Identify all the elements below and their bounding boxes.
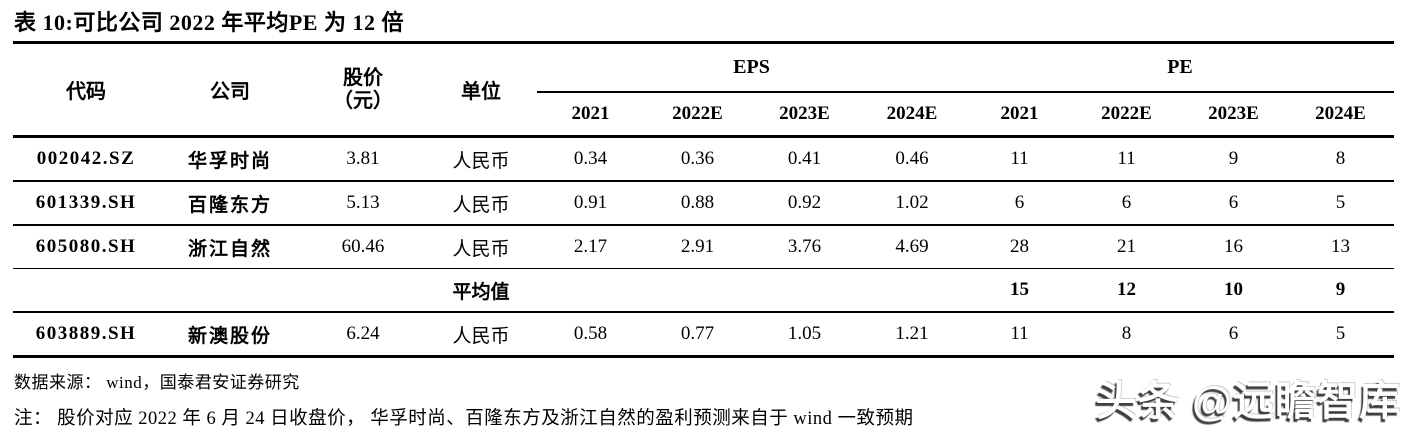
year-header-pe-2024e: 2024E	[1287, 92, 1394, 138]
data-source-text: 数据来源： wind，国泰君安证券研究	[14, 373, 300, 392]
cell-eps-2021: 0.34	[537, 136, 644, 182]
col-header-company: 公司	[159, 42, 301, 138]
price-header-line1: 股价	[343, 66, 383, 89]
cell-eps-2023e: 1.05	[751, 312, 858, 358]
cell-eps-2024e: 1.21	[858, 312, 966, 358]
cell-pe-2022e: 8	[1073, 312, 1180, 358]
cell-code: 002042.SZ	[13, 136, 159, 182]
cell-company	[159, 268, 301, 313]
cell-average-label: 平均值	[425, 268, 537, 313]
cell-price: 3.81	[301, 136, 425, 182]
cell-pe-2022e: 11	[1073, 136, 1180, 182]
cell-eps-2023e: 3.76	[751, 225, 858, 269]
cell-pe-2023e: 9	[1180, 136, 1287, 182]
cell-pe-2021: 15	[966, 268, 1073, 313]
cell-pe-2024e: 5	[1287, 312, 1394, 358]
cell-eps-2022e	[644, 268, 751, 313]
cell-pe-2022e: 21	[1073, 225, 1180, 269]
cell-eps-2021: 0.58	[537, 312, 644, 358]
cell-eps-2023e	[751, 268, 858, 313]
cell-pe-2024e: 9	[1287, 268, 1394, 313]
cell-eps-2023e: 0.41	[751, 136, 858, 182]
year-header-pe-2021: 2021	[966, 92, 1073, 138]
table-title: 表 10:可比公司 2022 年平均PE 为 12 倍	[14, 10, 404, 35]
cell-pe-2021: 11	[966, 312, 1073, 358]
year-header-eps-2023e: 2023E	[751, 92, 858, 138]
header-group-row: 代码 公司 股价 （元） 单位 EPS PE	[13, 42, 1394, 138]
cell-eps-2024e: 0.46	[858, 136, 966, 182]
year-header-eps-2022e: 2022E	[644, 92, 751, 138]
cell-eps-2021	[537, 268, 644, 313]
cell-company: 华孚时尚	[159, 136, 301, 182]
cell-pe-2022e: 12	[1073, 268, 1180, 313]
cell-pe-2024e: 13	[1287, 225, 1394, 269]
cell-eps-2022e: 0.77	[644, 312, 751, 358]
year-header-pe-2022e: 2022E	[1073, 92, 1180, 138]
cell-unit: 人民币	[425, 225, 537, 269]
year-header-pe-2023e: 2023E	[1180, 92, 1287, 138]
cell-price: 60.46	[301, 225, 425, 269]
cell-pe-2022e: 6	[1073, 181, 1180, 226]
cell-pe-2023e: 6	[1180, 181, 1287, 226]
watermark-text: 头条 @远瞻智库	[1095, 378, 1401, 424]
cell-eps-2022e: 0.88	[644, 181, 751, 226]
cell-eps-2021: 2.17	[537, 225, 644, 269]
cell-pe-2021: 11	[966, 136, 1073, 182]
table-row: 601339.SH 百隆东方 5.13 人民币 0.91 0.88 0.92 1…	[13, 181, 1394, 226]
comparable-companies-table: 代码 公司 股价 （元） 单位 EPS PE 2021 2022E 2023E …	[13, 41, 1394, 358]
cell-code: 605080.SH	[13, 225, 159, 269]
cell-price: 5.13	[301, 181, 425, 226]
cell-price: 6.24	[301, 312, 425, 358]
col-group-pe: PE	[966, 42, 1394, 93]
cell-unit: 人民币	[425, 181, 537, 226]
cell-code: 603889.SH	[13, 312, 159, 358]
cell-unit: 人民币	[425, 312, 537, 358]
year-header-eps-2021: 2021	[537, 92, 644, 138]
col-group-eps: EPS	[537, 42, 966, 93]
cell-eps-2024e: 4.69	[858, 225, 966, 269]
col-header-price: 股价 （元）	[301, 42, 425, 138]
cell-pe-2021: 28	[966, 225, 1073, 269]
price-header-line2: （元）	[333, 89, 393, 112]
cell-eps-2022e: 0.36	[644, 136, 751, 182]
cell-unit: 人民币	[425, 136, 537, 182]
cell-eps-2021: 0.91	[537, 181, 644, 226]
cell-price	[301, 268, 425, 313]
average-row: 平均值 15 12 10 9	[13, 268, 1394, 313]
year-header-eps-2024e: 2024E	[858, 92, 966, 138]
table-row: 002042.SZ 华孚时尚 3.81 人民币 0.34 0.36 0.41 0…	[13, 136, 1394, 182]
cell-eps-2024e	[858, 268, 966, 313]
footnote-text: 注： 股价对应 2022 年 6 月 24 日收盘价， 华孚时尚、百隆东方及浙江…	[14, 409, 914, 427]
cell-pe-2023e: 10	[1180, 268, 1287, 313]
cell-company: 浙江自然	[159, 225, 301, 269]
table-row: 605080.SH 浙江自然 60.46 人民币 2.17 2.91 3.76 …	[13, 225, 1394, 269]
cell-company: 新澳股份	[159, 312, 301, 358]
cell-pe-2021: 6	[966, 181, 1073, 226]
cell-eps-2023e: 0.92	[751, 181, 858, 226]
cell-pe-2023e: 6	[1180, 312, 1287, 358]
cell-eps-2022e: 2.91	[644, 225, 751, 269]
cell-pe-2024e: 5	[1287, 181, 1394, 226]
cell-code	[13, 268, 159, 313]
cell-code: 601339.SH	[13, 181, 159, 226]
col-header-unit: 单位	[425, 42, 537, 138]
cell-pe-2023e: 16	[1180, 225, 1287, 269]
table-row: 603889.SH 新澳股份 6.24 人民币 0.58 0.77 1.05 1…	[13, 312, 1394, 358]
cell-company: 百隆东方	[159, 181, 301, 226]
header-year-row: 2021 2022E 2023E 2024E 2021 2022E 2023E …	[13, 92, 1394, 138]
cell-pe-2024e: 8	[1287, 136, 1394, 182]
col-header-code: 代码	[13, 42, 159, 138]
cell-eps-2024e: 1.02	[858, 181, 966, 226]
